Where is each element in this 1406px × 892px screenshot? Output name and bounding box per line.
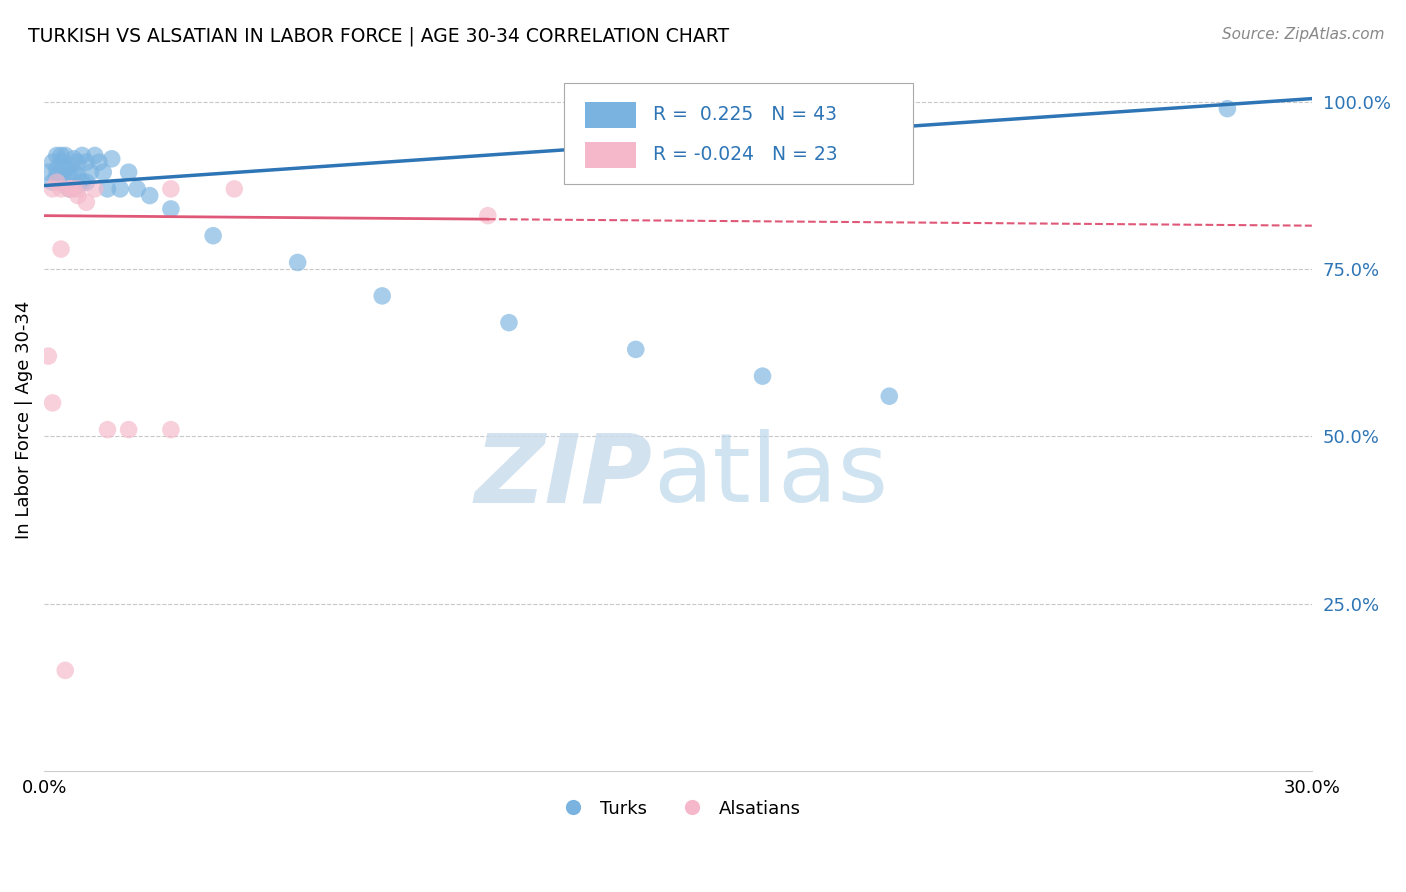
Point	[45, 148, 67, 162]
Point	[108, 182, 131, 196]
Point	[87, 155, 110, 169]
Point	[41, 182, 63, 196]
Point	[96, 182, 118, 196]
Point	[498, 316, 520, 330]
Point	[58, 182, 80, 196]
Point	[66, 188, 89, 202]
Point	[45, 169, 67, 183]
Point	[70, 148, 93, 162]
Point	[53, 664, 76, 678]
Point	[66, 178, 89, 193]
Point	[49, 172, 72, 186]
Point	[66, 155, 89, 169]
Point	[1216, 102, 1239, 116]
Point	[62, 182, 84, 196]
Point	[70, 175, 93, 189]
Point	[58, 169, 80, 183]
Y-axis label: In Labor Force | Age 30-34: In Labor Force | Age 30-34	[15, 301, 32, 539]
Point	[41, 155, 63, 169]
Point	[117, 423, 139, 437]
Text: atlas: atlas	[652, 429, 887, 523]
Point	[160, 423, 183, 437]
Point	[91, 165, 114, 179]
Point	[117, 165, 139, 179]
Point	[75, 175, 97, 189]
Point	[49, 148, 72, 162]
Point	[879, 389, 901, 403]
Point	[160, 202, 183, 216]
Bar	[585, 142, 636, 169]
Text: R = -0.024   N = 23: R = -0.024 N = 23	[652, 145, 837, 164]
Point	[53, 148, 76, 162]
Point	[83, 148, 105, 162]
Point	[53, 178, 76, 193]
Point	[96, 423, 118, 437]
Point	[58, 182, 80, 196]
Point	[66, 182, 89, 196]
Point	[224, 182, 246, 196]
Point	[477, 209, 499, 223]
Point	[58, 182, 80, 196]
Point	[45, 161, 67, 176]
Point	[53, 161, 76, 176]
Point	[37, 349, 59, 363]
Point	[75, 195, 97, 210]
Point	[100, 152, 122, 166]
Point	[62, 165, 84, 179]
Point	[287, 255, 309, 269]
Point	[66, 169, 89, 183]
Text: TURKISH VS ALSATIAN IN LABOR FORCE | AGE 30-34 CORRELATION CHART: TURKISH VS ALSATIAN IN LABOR FORCE | AGE…	[28, 27, 730, 46]
Point	[83, 182, 105, 196]
Point	[49, 182, 72, 196]
Point	[37, 165, 59, 179]
Point	[139, 188, 162, 202]
Point	[49, 242, 72, 256]
Bar	[585, 102, 636, 128]
Point	[62, 152, 84, 166]
Point	[160, 182, 183, 196]
Point	[751, 369, 773, 384]
Point	[41, 396, 63, 410]
Legend: Turks, Alsatians: Turks, Alsatians	[547, 792, 808, 825]
Text: ZIP: ZIP	[475, 429, 652, 523]
Point	[45, 175, 67, 189]
Point	[41, 175, 63, 189]
Text: R =  0.225   N = 43: R = 0.225 N = 43	[652, 105, 837, 124]
Point	[58, 159, 80, 173]
FancyBboxPatch shape	[564, 83, 912, 185]
Text: Source: ZipAtlas.com: Source: ZipAtlas.com	[1222, 27, 1385, 42]
Point	[75, 155, 97, 169]
Point	[49, 155, 72, 169]
Point	[125, 182, 148, 196]
Point	[202, 228, 225, 243]
Point	[624, 343, 647, 357]
Point	[79, 165, 101, 179]
Point	[371, 289, 394, 303]
